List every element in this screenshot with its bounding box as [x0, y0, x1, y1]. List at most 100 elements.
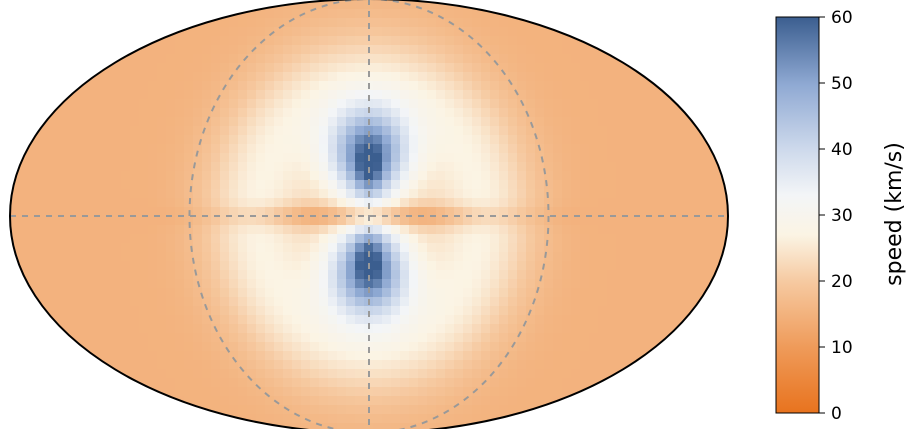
heatmap-cell	[319, 297, 329, 307]
heatmap-cell	[526, 351, 536, 361]
heatmap-cell	[553, 207, 563, 217]
heatmap-cell	[373, 18, 383, 28]
heatmap-cell	[607, 162, 617, 172]
heatmap-cell	[715, 189, 725, 199]
heatmap-cell	[382, 270, 392, 280]
heatmap-cell	[166, 306, 176, 316]
heatmap-cell	[175, 234, 185, 244]
heatmap-cell	[652, 72, 662, 82]
heatmap-cell	[229, 54, 239, 64]
heatmap-cell	[148, 99, 158, 109]
heatmap-cell	[517, 360, 527, 370]
heatmap-cell	[301, 234, 311, 244]
heatmap-cell	[517, 144, 527, 154]
heatmap-cell	[265, 252, 275, 262]
heatmap-cell	[148, 333, 158, 343]
heatmap-cell	[517, 270, 527, 280]
heatmap-cell	[391, 99, 401, 109]
heatmap-cell	[265, 261, 275, 271]
heatmap-cell	[337, 423, 347, 429]
heatmap-cell	[121, 369, 131, 379]
heatmap-cell	[328, 396, 338, 406]
heatmap-cell	[562, 225, 572, 235]
heatmap-cell	[220, 333, 230, 343]
heatmap-cell	[463, 162, 473, 172]
heatmap-cell	[427, 414, 437, 424]
heatmap-cell	[436, 0, 446, 10]
heatmap-cell	[472, 369, 482, 379]
heatmap-cell	[517, 333, 527, 343]
heatmap-cell	[409, 234, 419, 244]
heatmap-cell	[184, 36, 194, 46]
heatmap-cell	[607, 270, 617, 280]
heatmap-cell	[229, 252, 239, 262]
heatmap-cell	[256, 18, 266, 28]
heatmap-cell	[211, 297, 221, 307]
heatmap-cell	[175, 144, 185, 154]
heatmap-cell	[301, 72, 311, 82]
heatmap-cell	[337, 153, 347, 163]
heatmap-cell	[427, 54, 437, 64]
heatmap-cell	[571, 234, 581, 244]
heatmap-cell	[22, 162, 32, 172]
heatmap-cell	[355, 18, 365, 28]
heatmap-cell	[634, 279, 644, 289]
heatmap-cell	[490, 324, 500, 334]
heatmap-cell	[571, 342, 581, 352]
heatmap-cell	[301, 18, 311, 28]
heatmap-cell	[292, 216, 302, 226]
heatmap-cell	[670, 171, 680, 181]
heatmap-cell	[490, 423, 500, 429]
heatmap-cell	[562, 279, 572, 289]
heatmap-cell	[67, 252, 77, 262]
heatmap-cell	[310, 81, 320, 91]
heatmap-cell	[211, 198, 221, 208]
heatmap-cell	[454, 369, 464, 379]
heatmap-cell	[121, 108, 131, 118]
heatmap-cell	[409, 90, 419, 100]
heatmap-cell	[490, 234, 500, 244]
heatmap-cell	[697, 252, 707, 262]
heatmap-cell	[625, 108, 635, 118]
heatmap-cell	[490, 171, 500, 181]
heatmap-cell	[256, 279, 266, 289]
heatmap-cell	[607, 297, 617, 307]
heatmap-cell	[247, 324, 257, 334]
heatmap-cell	[535, 90, 545, 100]
heatmap-cell	[355, 279, 365, 289]
heatmap-cell	[292, 54, 302, 64]
heatmap-cell	[571, 252, 581, 262]
heatmap-cell	[436, 90, 446, 100]
heatmap-cell	[535, 342, 545, 352]
heatmap-cell	[418, 279, 428, 289]
heatmap-cell	[355, 9, 365, 19]
heatmap-cell	[229, 279, 239, 289]
heatmap-cell	[688, 162, 698, 172]
heatmap-cell	[229, 315, 239, 325]
heatmap-cell	[292, 225, 302, 235]
heatmap-cell	[580, 45, 590, 55]
heatmap-cell	[688, 189, 698, 199]
heatmap-cell	[481, 333, 491, 343]
heatmap-cell	[652, 225, 662, 235]
heatmap-cell	[157, 90, 167, 100]
heatmap-cell	[616, 171, 626, 181]
heatmap-cell	[256, 72, 266, 82]
heatmap-cell	[445, 117, 455, 127]
heatmap-cell	[247, 117, 257, 127]
heatmap-cell	[571, 144, 581, 154]
heatmap-cell	[337, 72, 347, 82]
heatmap-cell	[337, 180, 347, 190]
heatmap-cell	[733, 225, 743, 235]
heatmap-cell	[436, 45, 446, 55]
heatmap-cell	[472, 63, 482, 73]
heatmap-cell	[256, 180, 266, 190]
heatmap-cell	[301, 369, 311, 379]
heatmap-cell	[553, 243, 563, 253]
heatmap-cell	[22, 270, 32, 280]
heatmap-cell	[130, 306, 140, 316]
heatmap-cell	[13, 279, 23, 289]
heatmap-cell	[292, 423, 302, 429]
heatmap-cell	[454, 72, 464, 82]
heatmap-cell	[139, 108, 149, 118]
